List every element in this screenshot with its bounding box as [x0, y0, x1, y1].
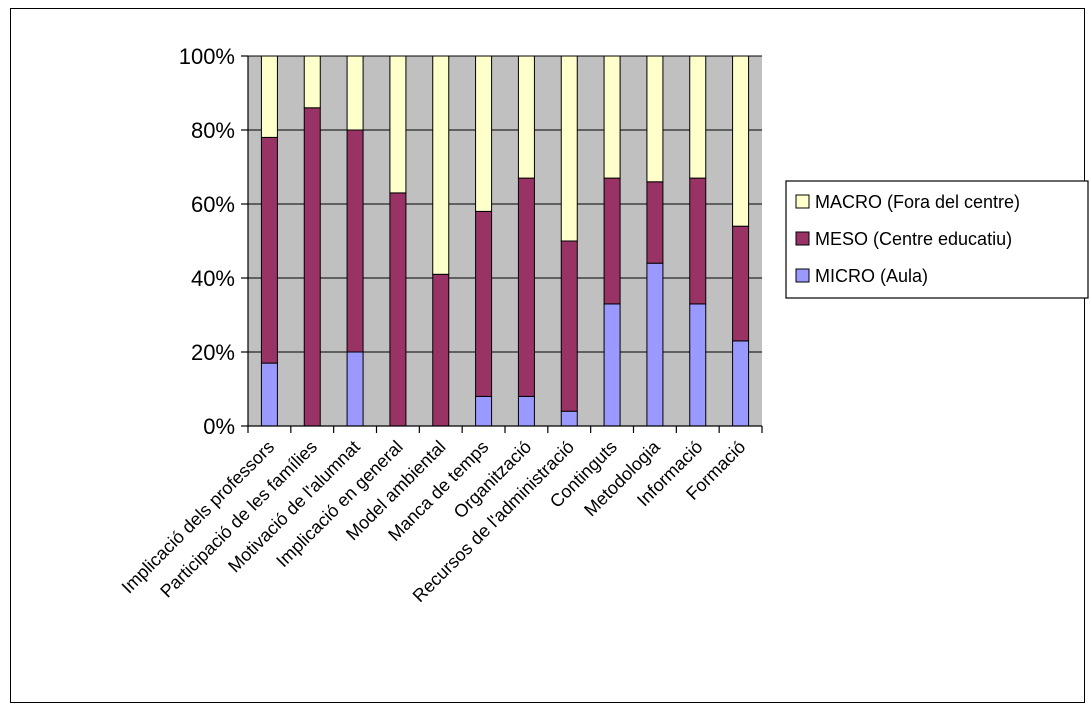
bar-segment-meso — [646, 181, 664, 264]
y-axis-ticks: 0% 20% 40% 60% 80% 100% — [179, 44, 248, 439]
y-tick-label: 100% — [179, 44, 235, 69]
legend-label: MACRO (Fora del centre) — [815, 192, 1020, 212]
bar-segment-meso — [560, 240, 578, 412]
bar-segment-micro — [689, 303, 707, 427]
bar-segment-micro — [517, 395, 535, 427]
bar-segment-micro — [603, 303, 621, 427]
bar-segment-macro — [346, 55, 364, 131]
bar-segment-meso — [389, 192, 407, 427]
bar-segment-micro — [346, 351, 364, 427]
bar-segment-macro — [432, 55, 450, 275]
bar-segment-meso — [517, 177, 535, 397]
bar-segment-meso — [432, 273, 450, 427]
y-tick-label: 40% — [191, 266, 235, 291]
bar-segment-meso — [603, 177, 621, 305]
bar-segment-macro — [646, 55, 664, 183]
legend: MACRO (Fora del centre) MESO (Centre educ… — [785, 180, 1089, 299]
bar-segment-macro — [260, 55, 278, 138]
bar-segment-micro — [646, 262, 664, 427]
bar-segment-micro — [475, 395, 493, 427]
bars — [260, 55, 750, 427]
y-tick-label: 80% — [191, 118, 235, 143]
legend-swatch — [795, 194, 810, 209]
plot-area — [248, 56, 762, 426]
bar-segment-meso — [346, 129, 364, 353]
bar-segment-macro — [389, 55, 407, 194]
y-tick-label: 0% — [203, 414, 235, 439]
bar-segment-macro — [303, 55, 321, 109]
bar-segment-micro — [732, 340, 750, 427]
gridlines — [248, 55, 762, 353]
legend-box — [785, 180, 1089, 299]
legend-label: MESO (Centre educatiu) — [815, 229, 1012, 249]
bar-segment-macro — [560, 55, 578, 242]
bar-segment-macro — [689, 55, 707, 179]
axes — [247, 56, 763, 433]
bar-segment-macro — [732, 55, 750, 227]
bar-segment-meso — [689, 177, 707, 305]
y-tick-label: 20% — [191, 340, 235, 365]
bar-segment-macro — [475, 55, 493, 212]
bar-segment-meso — [303, 107, 321, 427]
bar-segment-meso — [260, 136, 278, 364]
bar-segment-micro — [260, 362, 278, 427]
bar-segment-meso — [475, 210, 493, 397]
legend-label: MICRO (Aula) — [815, 266, 928, 286]
bar-segment-micro — [560, 410, 578, 427]
bar-segment-macro — [603, 55, 621, 179]
y-tick-label: 60% — [191, 192, 235, 217]
bar-segment-meso — [732, 225, 750, 342]
legend-swatch — [795, 268, 810, 283]
bar-segment-macro — [517, 55, 535, 179]
legend-swatch — [795, 231, 810, 246]
